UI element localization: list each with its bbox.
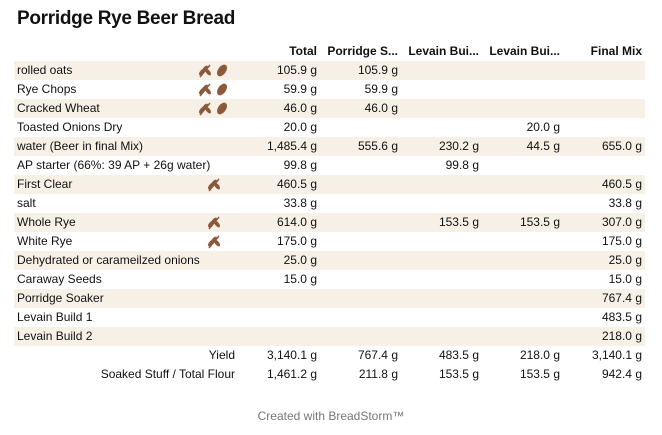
amount-cell: 25.0 g (608, 253, 642, 267)
ingredient-name: Cracked Wheat (17, 101, 100, 115)
amount-cell: 218.0 g (601, 329, 642, 343)
ingredient-name: Rye Chops (17, 82, 77, 96)
amount-cell: 153.5 g (519, 215, 560, 229)
amount-cell: 555.6 g (357, 139, 398, 153)
summary-cell: 942.4 g (601, 367, 642, 381)
amount-cell: 767.4 g (601, 291, 642, 305)
row-shade (14, 137, 645, 156)
amount-cell: 33.8 g (283, 196, 317, 210)
amount-cell: 46.0 g (283, 101, 317, 115)
ingredient-name: Levain Build 1 (17, 310, 93, 324)
summary-cell: 218.0 g (519, 348, 560, 362)
footer: Created with BreadStorm™ (257, 409, 405, 423)
amount-cell: 46.0 g (364, 101, 398, 115)
amount-cell: 59.9 g (283, 82, 317, 96)
ingredient-name: salt (17, 196, 36, 210)
row-shade (14, 175, 645, 194)
summary-label: Yield (208, 348, 235, 362)
icons (199, 64, 227, 116)
wheat-icons-lower (208, 178, 220, 249)
recipe-title: Porridge Rye Beer Bread (17, 8, 236, 29)
amount-cell: 20.0 g (526, 120, 560, 134)
row-shade (14, 289, 645, 308)
summary-cell: 483.5 g (438, 348, 479, 362)
amount-cell: 460.5 g (601, 177, 642, 191)
amount-cell: 105.9 g (276, 63, 317, 77)
ingredient-name: Whole Rye (17, 215, 76, 229)
row-shade (14, 61, 645, 80)
column-header: Porridge S... (327, 44, 398, 58)
amount-cell: 20.0 g (283, 120, 317, 134)
ingredient-name: White Rye (17, 234, 73, 248)
amount-cell: 99.8 g (283, 158, 317, 172)
ingredient-name: Levain Build 2 (17, 329, 93, 343)
amount-cell: 33.8 g (608, 196, 642, 210)
row-shade (14, 251, 645, 270)
amount-cell: 15.0 g (608, 272, 642, 286)
summary-cell: 3,140.1 g (591, 348, 642, 362)
column-header: Levain Bui... (408, 44, 479, 58)
summary-cell: 153.5 g (438, 367, 479, 381)
amount-cell: 614.0 g (276, 215, 317, 229)
row-shade (14, 327, 645, 346)
amount-cell: 15.0 g (283, 272, 317, 286)
ingredient-name: AP starter (66%: 39 AP + 26g water) (17, 158, 211, 172)
ingredient-name: First Clear (17, 177, 73, 191)
summary-cell: 211.8 g (358, 367, 398, 381)
column-header: Final Mix (590, 44, 642, 58)
amount-cell: 44.5 g (526, 139, 560, 153)
amount-cell: 655.0 g (601, 139, 642, 153)
amount-cell: 105.9 g (357, 63, 398, 77)
summary-cell: 3,140.1 g (266, 348, 317, 362)
wheat-icons (199, 64, 227, 116)
column-header: Total (289, 44, 317, 58)
amount-cell: 99.8 g (445, 158, 479, 172)
amount-cell: 483.5 g (601, 310, 642, 324)
ingredient-name: Porridge Soaker (17, 291, 104, 305)
column-header: Levain Bui... (489, 44, 560, 58)
amount-cell: 153.5 g (438, 215, 479, 229)
amount-cell: 460.5 g (276, 177, 317, 191)
ingredient-name: water (Beer in final Mix) (17, 139, 144, 153)
amount-cell: 1,485.4 g (266, 139, 317, 153)
amount-cell: 307.0 g (601, 215, 642, 229)
row-shade (14, 99, 645, 118)
ingredient-name: rolled oats (17, 63, 73, 77)
amount-cell: 59.9 g (364, 82, 398, 96)
summary-cell: 153.5 g (519, 367, 560, 381)
amount-cell: 230.2 g (438, 139, 479, 153)
amount-cell: 175.0 g (276, 234, 317, 248)
amount-cell: 175.0 g (601, 234, 642, 248)
ingredient-name: Dehydrated or carameilzed onions (17, 253, 200, 267)
ingredient-name: Caraway Seeds (17, 272, 102, 286)
row-shade (14, 213, 645, 232)
amount-cell: 25.0 g (283, 253, 317, 267)
summary-cell: 767.4 g (357, 348, 398, 362)
summary-cell: 1,461.2 g (266, 367, 317, 381)
summary-label: Soaked Stuff / Total Flour (100, 367, 235, 381)
ingredient-name: Toasted Onions Dry (17, 120, 123, 134)
